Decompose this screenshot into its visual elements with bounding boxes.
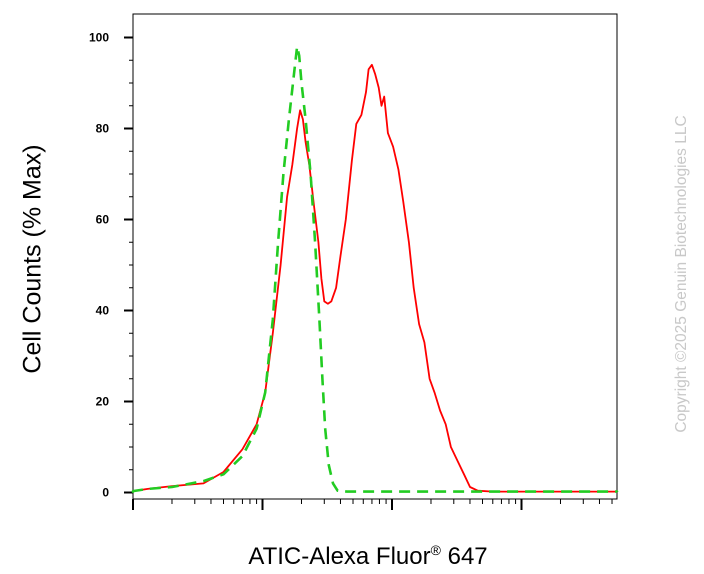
y-tick-label: 20 (96, 395, 110, 409)
x-axis-title-main: ATIC-Alexa Fluor (248, 543, 430, 570)
series-layer (131, 45, 619, 493)
x-axis-title-suffix: 647 (441, 543, 488, 570)
copyright-watermark: Copyright ©2025 Genuin Biotechnologies L… (673, 115, 690, 432)
y-tick-labels: 0 20 40 60 80 100 (89, 31, 109, 500)
plot-frame (132, 13, 618, 500)
y-major-ticks (124, 36, 133, 494)
y-tick-label: 60 (96, 213, 110, 227)
x-axis-title: ATIC-Alexa Fluor® 647 (248, 542, 487, 570)
x-ticks (132, 499, 613, 510)
x-axis-title-sup: ® (431, 542, 442, 558)
y-tick-label: 40 (96, 304, 110, 318)
y-tick-label: 100 (89, 31, 109, 45)
y-minor-ticks (129, 59, 133, 471)
y-tick-label: 0 (102, 486, 109, 500)
sample-histogram-line (132, 63, 618, 493)
y-axis-title: Cell Counts (% Max) (19, 144, 47, 373)
control-histogram-line (131, 45, 619, 493)
y-tick-label: 80 (96, 122, 110, 136)
